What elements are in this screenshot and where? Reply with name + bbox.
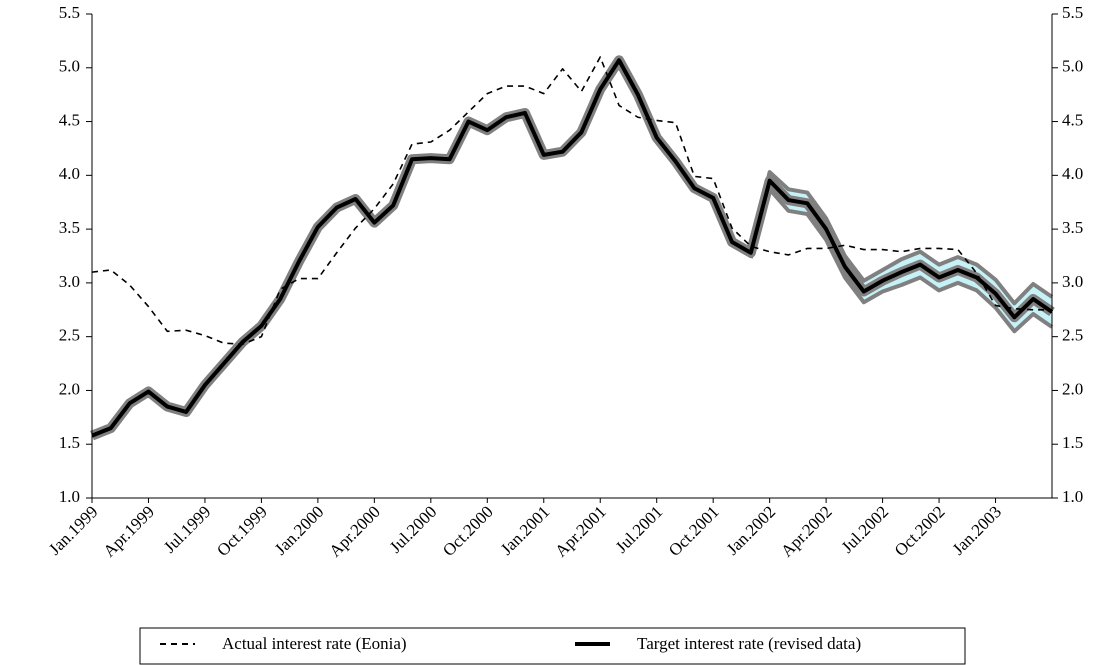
x-tick-label: Jan.2003 bbox=[949, 502, 1006, 559]
y2-tick-label: 3.5 bbox=[1062, 218, 1083, 237]
x-tick-label: Jan.2000 bbox=[271, 502, 328, 559]
y-tick-label: 5.0 bbox=[59, 57, 80, 76]
y2-tick-label: 4.5 bbox=[1062, 110, 1083, 129]
x-tick-label: Apr.2002 bbox=[777, 502, 836, 561]
y2-tick-label: 1.5 bbox=[1062, 433, 1083, 452]
x-tick-label: Jan.1999 bbox=[45, 502, 102, 559]
series-halo bbox=[90, 55, 1055, 441]
legend-box bbox=[139, 627, 966, 665]
y-tick-label: 2.0 bbox=[59, 379, 80, 398]
y-tick-label: 3.5 bbox=[59, 218, 80, 237]
x-tick-label: Oct.2001 bbox=[665, 502, 723, 560]
y-tick-label: 1.5 bbox=[59, 433, 80, 452]
y-tick-label: 4.0 bbox=[59, 164, 80, 183]
y2-tick-label: 5.0 bbox=[1062, 57, 1083, 76]
x-tick-label: Oct.2002 bbox=[891, 502, 949, 560]
x-tick-label: Apr.2000 bbox=[325, 502, 384, 561]
x-tick-label: Jul.2002 bbox=[838, 502, 893, 557]
y-tick-label: 2.5 bbox=[59, 326, 80, 345]
x-tick-label: Apr.1999 bbox=[100, 502, 159, 561]
y2-tick-label: 2.5 bbox=[1062, 326, 1083, 345]
y2-tick-label: 5.5 bbox=[1062, 3, 1083, 22]
legend-label: Actual interest rate (Eonia) bbox=[222, 634, 407, 653]
band-lower-edge bbox=[748, 187, 1054, 334]
band-upper-edge bbox=[748, 170, 1054, 306]
y2-tick-label: 4.0 bbox=[1062, 164, 1083, 183]
x-tick-label: Apr.2001 bbox=[551, 502, 610, 561]
x-tick-label: Jul.2000 bbox=[386, 502, 441, 557]
y2-tick-label: 2.0 bbox=[1062, 379, 1083, 398]
x-tick-label: Jul.2001 bbox=[612, 502, 667, 557]
y2-tick-label: 3.0 bbox=[1062, 272, 1083, 291]
x-tick-label: Oct.1999 bbox=[213, 502, 271, 560]
x-tick-label: Jan.2002 bbox=[723, 502, 780, 559]
legend-label: Target interest rate (revised data) bbox=[637, 634, 861, 653]
y-tick-label: 4.5 bbox=[59, 110, 80, 129]
series-line bbox=[91, 56, 1052, 345]
y2-tick-label: 1.0 bbox=[1062, 487, 1083, 506]
x-tick-label: Jan.2001 bbox=[497, 502, 554, 559]
y-tick-label: 3.0 bbox=[59, 272, 80, 291]
x-tick-label: Oct.2000 bbox=[439, 502, 497, 560]
series-line bbox=[91, 58, 1054, 438]
y-tick-label: 5.5 bbox=[59, 3, 80, 22]
x-tick-label: Jul.1999 bbox=[160, 502, 215, 557]
y-tick-label: 1.0 bbox=[59, 487, 80, 506]
